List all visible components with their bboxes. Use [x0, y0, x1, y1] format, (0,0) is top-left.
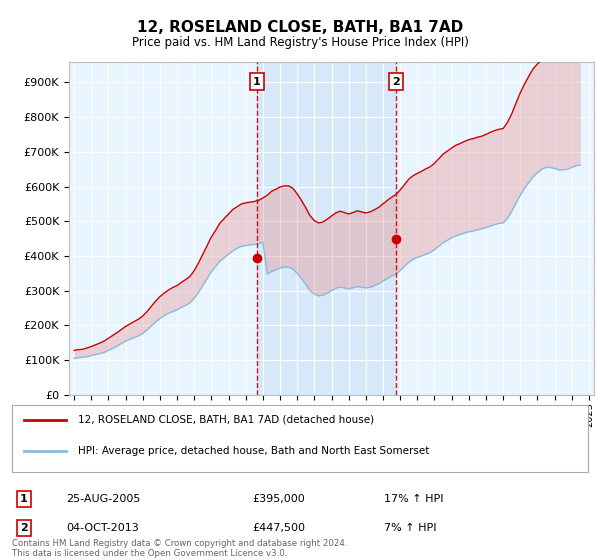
Text: 25-AUG-2005: 25-AUG-2005	[66, 494, 140, 505]
Text: 1: 1	[253, 77, 260, 87]
Text: 12, ROSELAND CLOSE, BATH, BA1 7AD: 12, ROSELAND CLOSE, BATH, BA1 7AD	[137, 20, 463, 35]
Text: 12, ROSELAND CLOSE, BATH, BA1 7AD (detached house): 12, ROSELAND CLOSE, BATH, BA1 7AD (detac…	[78, 414, 374, 424]
Text: 7% ↑ HPI: 7% ↑ HPI	[384, 523, 437, 533]
Text: £395,000: £395,000	[252, 494, 305, 505]
Text: 1: 1	[20, 494, 28, 505]
Text: HPI: Average price, detached house, Bath and North East Somerset: HPI: Average price, detached house, Bath…	[78, 446, 430, 456]
Text: Contains HM Land Registry data © Crown copyright and database right 2024.
This d: Contains HM Land Registry data © Crown c…	[12, 539, 347, 558]
Text: 2: 2	[392, 77, 400, 87]
Text: £447,500: £447,500	[252, 523, 305, 533]
Bar	[257, 62, 396, 395]
Text: 2: 2	[20, 523, 28, 533]
Text: Price paid vs. HM Land Registry's House Price Index (HPI): Price paid vs. HM Land Registry's House …	[131, 36, 469, 49]
Text: 17% ↑ HPI: 17% ↑ HPI	[384, 494, 443, 505]
Text: 04-OCT-2013: 04-OCT-2013	[66, 523, 139, 533]
FancyBboxPatch shape	[12, 405, 588, 472]
